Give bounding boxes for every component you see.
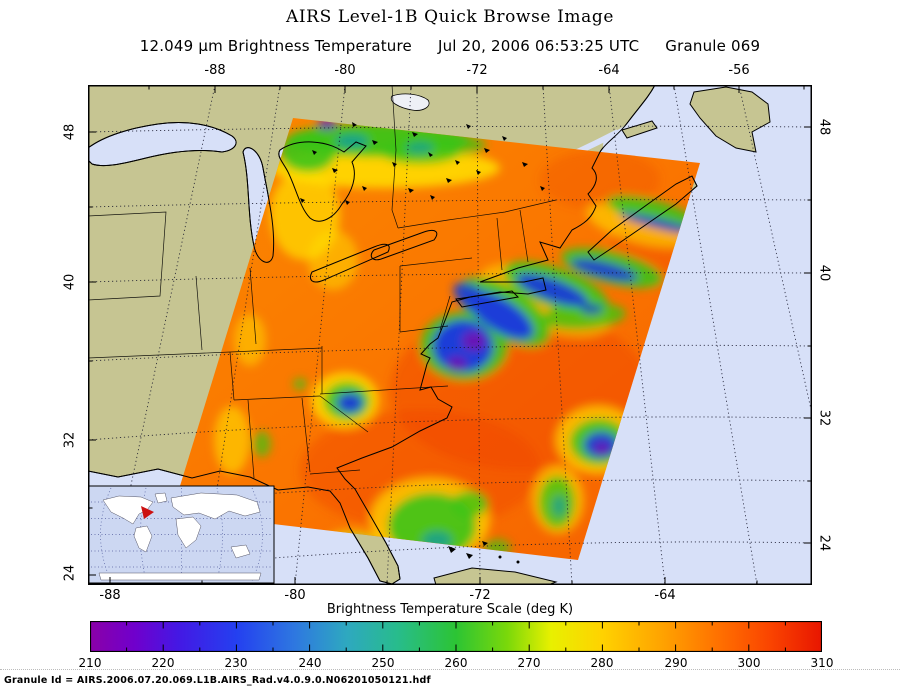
lat-label-left: 40 — [62, 273, 78, 291]
colorbar-ticks — [90, 621, 822, 652]
colorbar-tick-label: 290 — [664, 656, 688, 670]
subtitle-product: 12.049 μm Brightness Temperature — [139, 37, 412, 55]
lat-label-left: 48 — [62, 123, 78, 141]
colorbar-tick-label: 230 — [224, 656, 248, 670]
lat-label-left: 32 — [62, 431, 78, 449]
lon-label-top: -88 — [204, 63, 226, 78]
subtitle-granule: Granule 069 — [665, 37, 761, 55]
colorbar-tick-label: 260 — [444, 656, 468, 670]
colorbar-tick-label: 310 — [810, 656, 834, 670]
granule-id-text: Granule Id = AIRS.2006.07.20.069.L1B.AIR… — [4, 675, 431, 686]
colorbar-title: Brightness Temperature Scale (deg K) — [326, 602, 574, 617]
colorbar-tick-label: 240 — [298, 656, 322, 670]
island-specks — [300, 122, 545, 564]
graticule — [88, 85, 812, 585]
lat-label-right: 40 — [816, 264, 832, 282]
state-borders — [88, 85, 557, 479]
lon-label-top: -80 — [334, 63, 356, 78]
lon-label-top: -56 — [728, 63, 750, 78]
map-plot — [88, 85, 812, 585]
lon-label-bottom: -80 — [284, 588, 306, 603]
lat-label-right: 24 — [816, 534, 832, 552]
plot-frame — [88, 85, 812, 585]
granule-location-marker-icon — [141, 506, 154, 519]
colorbar-tick-label: 250 — [371, 656, 395, 670]
lon-label-top: -72 — [466, 63, 488, 78]
colorbar-tick-label: 300 — [737, 656, 761, 670]
inset-continents — [98, 492, 262, 581]
lon-label-top: -64 — [598, 63, 620, 78]
subtitle-datetime: Jul 20, 2006 06:53:25 UTC — [437, 37, 640, 55]
lon-label-bottom: -88 — [99, 588, 121, 603]
page-title: AIRS Level-1B Quick Browse Image — [285, 7, 614, 27]
map-overlays — [88, 85, 698, 585]
inset-world-map — [88, 485, 275, 584]
colorbar-tick-label: 220 — [151, 656, 175, 670]
lat-label-left: 24 — [62, 564, 78, 582]
colorbar-tick-label: 280 — [590, 656, 614, 670]
colorbar — [90, 621, 822, 652]
lon-label-bottom: -72 — [469, 588, 491, 603]
colorbar-tick-label: 210 — [78, 656, 102, 670]
footer-separator — [0, 669, 900, 670]
subtitle: 12.049 μm Brightness Temperature Jul 20,… — [0, 37, 900, 55]
lon-label-bottom: -64 — [654, 588, 676, 603]
lat-label-right: 32 — [816, 409, 832, 427]
lat-label-right: 48 — [816, 118, 832, 136]
colorbar-tick-label: 270 — [517, 656, 541, 670]
